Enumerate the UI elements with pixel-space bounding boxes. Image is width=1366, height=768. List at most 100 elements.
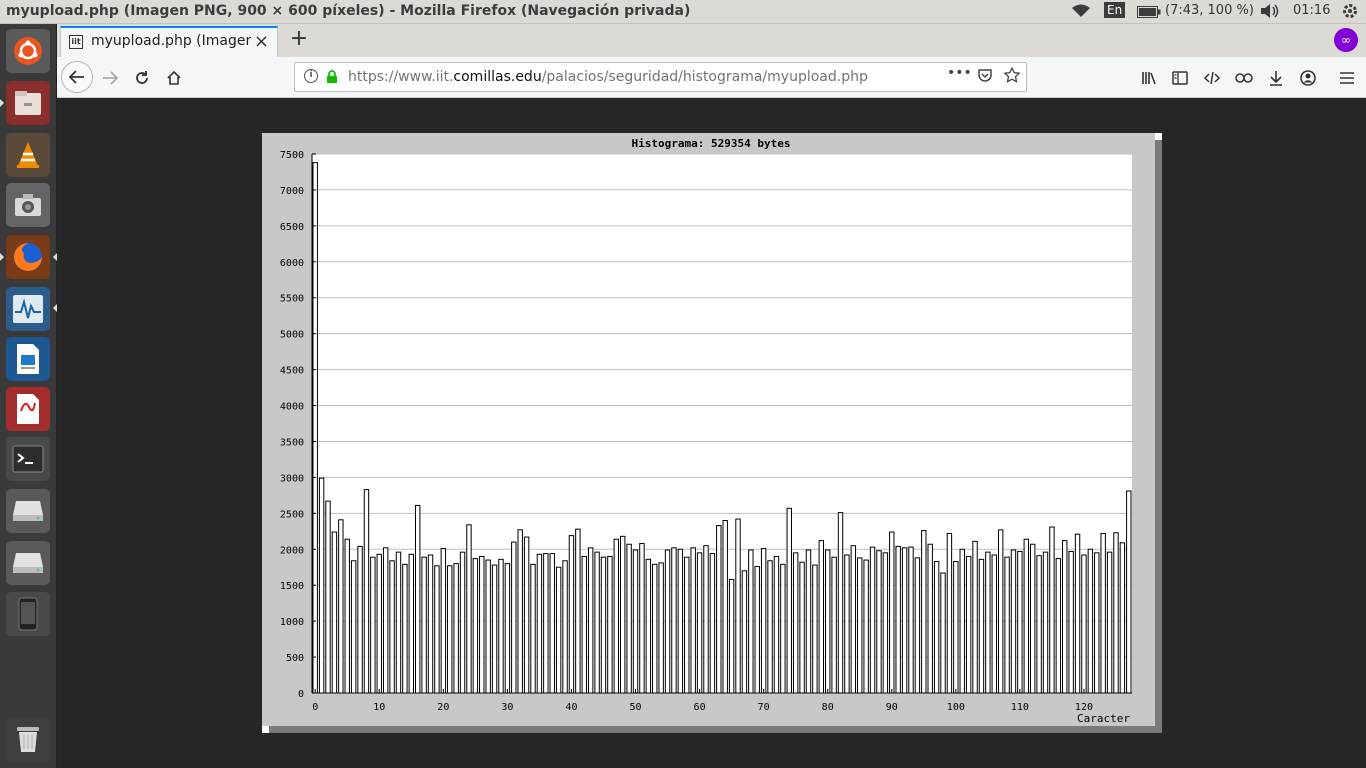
page-actions-button[interactable]: ••• — [947, 65, 972, 81]
histogram-bar — [594, 551, 600, 694]
histogram-bar — [1055, 558, 1062, 694]
downloads-icon[interactable] — [1261, 63, 1291, 93]
histogram-bar — [799, 561, 805, 694]
developer-tools-icon[interactable] — [1197, 63, 1227, 93]
histogram-bar — [389, 560, 395, 694]
histogram-bar — [581, 555, 587, 694]
histogram-bar — [607, 555, 613, 694]
histogram-bar — [1087, 548, 1094, 694]
histogram-bar — [716, 525, 722, 694]
menu-hamburger-icon[interactable] — [1332, 63, 1362, 93]
histogram-bar — [350, 560, 357, 694]
y-tick-label: 500 — [286, 653, 304, 664]
back-button[interactable] — [61, 61, 93, 93]
drive-icon[interactable] — [6, 489, 50, 533]
settings-gear-icon[interactable] — [1341, 2, 1359, 24]
x-tick-label: 50 — [629, 702, 641, 713]
histogram-bar — [600, 556, 607, 694]
histogram-bar — [479, 555, 485, 694]
home-button[interactable] — [159, 63, 189, 93]
histogram-bar — [632, 549, 639, 694]
histogram-bar — [447, 565, 453, 694]
firefox-icon[interactable] — [6, 235, 50, 279]
system-monitor-icon[interactable] — [6, 287, 50, 331]
tab-strip: iit myupload.php (Imagen PNG, 900 × 600 … — [57, 24, 1366, 57]
site-info-icon[interactable]: i — [304, 69, 318, 83]
histogram-bar — [895, 545, 901, 694]
histogram-bar — [1004, 556, 1010, 694]
phone-icon[interactable] — [6, 592, 50, 636]
y-tick-label: 3500 — [280, 437, 304, 448]
url-domain: comillas.edu — [453, 69, 542, 85]
histogram-bar — [1068, 550, 1074, 694]
histogram-bar — [754, 566, 760, 694]
account-icon[interactable] — [1293, 63, 1323, 93]
histogram-bar — [357, 545, 363, 694]
ubuntu-dash-icon[interactable] — [6, 29, 50, 73]
url-text[interactable]: https://www.iit.comillas.edu/palacios/se… — [348, 69, 868, 85]
histogram-bar — [1030, 543, 1036, 694]
document-viewer-icon[interactable] — [6, 387, 50, 431]
battery-icon[interactable] — [1137, 6, 1161, 22]
tab-title[interactable]: myupload.php (Imagen PNG, 900 × 600 píxe… — [91, 33, 251, 49]
y-tick-label: 6500 — [280, 222, 304, 233]
active-tab[interactable]: iit myupload.php (Imagen PNG, 900 × 600 … — [60, 26, 278, 57]
histogram-bar — [1023, 538, 1030, 694]
histogram-bar — [575, 528, 581, 694]
histogram-bar — [370, 556, 376, 694]
histogram-bar — [837, 512, 844, 694]
histogram-bar — [863, 559, 869, 694]
histogram-bar — [498, 558, 504, 694]
battery-status[interactable]: (7:43, 100 %) — [1165, 3, 1254, 18]
pocket-icon[interactable] — [977, 67, 993, 87]
histogram-bar — [664, 549, 671, 694]
histogram-bar — [504, 563, 511, 694]
volume-icon[interactable] — [1260, 3, 1280, 23]
keyboard-layout-indicator[interactable]: En — [1104, 2, 1126, 18]
terminal-icon[interactable] — [6, 437, 50, 481]
trash-icon[interactable] — [6, 717, 50, 761]
histogram-bar — [1113, 532, 1119, 694]
bookmark-star-icon[interactable] — [1003, 66, 1021, 87]
drive-icon-2[interactable] — [6, 541, 50, 585]
histogram-bar — [1126, 490, 1132, 694]
histogram-bar — [613, 538, 619, 694]
private-mask-toolbar-icon[interactable] — [1229, 63, 1259, 93]
files-icon[interactable] — [6, 81, 50, 125]
histogram-bar — [805, 549, 812, 694]
y-tick-label: 3000 — [280, 473, 304, 484]
histogram-bar — [889, 531, 895, 694]
histogram-bar — [620, 535, 626, 694]
camera-icon[interactable] — [6, 183, 50, 227]
y-tick-label: 5000 — [280, 330, 304, 341]
reload-button[interactable] — [127, 63, 157, 93]
histogram-bar — [748, 549, 754, 694]
new-tab-button[interactable]: + — [289, 26, 309, 51]
tab-close-icon[interactable]: × — [253, 31, 269, 52]
chart-title: Histograma: 529354 bytes — [632, 137, 791, 150]
histogram-bar — [709, 553, 716, 694]
histogram-bar — [485, 559, 491, 694]
x-tick-label: 40 — [565, 702, 577, 713]
histogram-bar — [517, 529, 523, 694]
library-icon[interactable] — [1134, 63, 1164, 93]
lock-icon[interactable] — [326, 70, 338, 83]
histogram-bar — [427, 554, 434, 694]
url-bar[interactable]: i https://www.iit.comillas.edu/palacios/… — [294, 62, 1027, 92]
histogram-bar — [997, 529, 1004, 694]
vlc-icon[interactable] — [6, 133, 50, 177]
wifi-icon[interactable] — [1071, 3, 1091, 23]
histogram-bar — [472, 558, 479, 694]
histogram-bar — [1081, 554, 1087, 694]
histogram-bar — [658, 562, 664, 694]
sidebar-icon[interactable] — [1165, 63, 1195, 93]
forward-button[interactable] — [95, 63, 125, 93]
histogram-bar — [684, 556, 690, 694]
x-axis-ticks: 0 10 20 30 40 50 60 70 80 90 100 110 120 — [312, 689, 1132, 713]
histogram-bar — [415, 504, 421, 694]
clock[interactable]: 01:16 — [1293, 3, 1331, 18]
libreoffice-impress-icon[interactable] — [6, 337, 50, 381]
histogram-bar — [536, 553, 543, 694]
histogram-bar — [1010, 549, 1017, 694]
histogram-bar — [844, 554, 850, 694]
